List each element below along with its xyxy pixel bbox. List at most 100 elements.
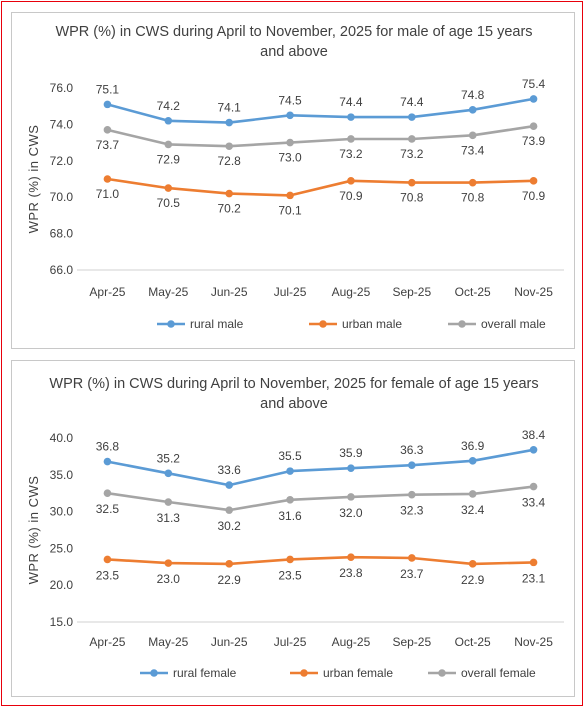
y-tick-label: 40.0 (50, 431, 74, 445)
data-label: 70.2 (218, 202, 242, 216)
data-point (164, 140, 173, 149)
data-label: 73.0 (278, 151, 302, 165)
y-tick-label: 68.0 (50, 227, 74, 241)
legend-entry: overall female (461, 666, 536, 680)
data-point (103, 457, 112, 466)
x-tick-label: May-25 (148, 285, 188, 299)
data-label: 74.2 (157, 99, 181, 113)
y-tick-label: 72.0 (50, 154, 74, 168)
chart-title-line: WPR (%) in CWS during April to November,… (49, 376, 538, 392)
x-tick-label: Aug-25 (332, 635, 371, 649)
data-point (408, 554, 416, 562)
data-point (286, 111, 294, 120)
data-point (529, 558, 538, 567)
data-point (529, 445, 538, 454)
data-point (164, 116, 173, 125)
data-label: 73.7 (96, 138, 120, 152)
data-label: 73.2 (400, 147, 424, 161)
data-label: 23.5 (96, 568, 120, 582)
data-label: 70.8 (400, 191, 424, 205)
data-label: 74.1 (218, 101, 242, 115)
data-label: 36.9 (461, 439, 485, 453)
x-tick-label: Aug-25 (332, 285, 371, 299)
data-point (347, 553, 355, 562)
data-point (286, 138, 294, 147)
data-point (408, 113, 416, 121)
legend-marker (167, 320, 175, 328)
data-point (468, 178, 477, 187)
legend-entry: rural male (190, 317, 244, 331)
data-point (529, 177, 538, 185)
data-label: 23.8 (339, 566, 363, 580)
data-point (164, 469, 173, 478)
data-label: 31.3 (157, 511, 181, 525)
series-line-overall-male (106, 124, 535, 148)
data-point (103, 489, 112, 497)
data-label: 31.6 (278, 509, 302, 523)
x-tick-label: Jun-25 (211, 285, 248, 299)
data-label: 32.0 (339, 506, 363, 520)
data-label: 74.8 (461, 88, 485, 102)
data-point (529, 482, 538, 491)
data-point (468, 131, 477, 140)
data-label: 70.9 (522, 189, 546, 203)
data-point (408, 461, 416, 470)
data-label: 33.6 (218, 463, 242, 477)
data-point (468, 560, 477, 568)
series-line-rural-male (106, 97, 535, 124)
data-point (103, 175, 112, 183)
y-axis-title: WPR (%) in CWS (26, 476, 41, 585)
data-label: 70.9 (339, 189, 363, 203)
y-tick-label: 70.0 (50, 190, 74, 204)
data-point (408, 490, 416, 499)
male-wpr-chart-panel: WPR (%) in CWS during April to November,… (11, 12, 575, 349)
data-label: 74.4 (339, 95, 363, 109)
data-point (286, 467, 294, 475)
data-label: 23.1 (522, 571, 546, 585)
data-label: 23.5 (278, 568, 302, 582)
data-label: 73.9 (522, 134, 546, 148)
y-axis-title: WPR (%) in CWS (26, 125, 41, 234)
data-point (408, 135, 416, 143)
data-point (164, 559, 173, 567)
data-point (347, 135, 355, 143)
legend-marker (458, 320, 466, 328)
data-label: 23.0 (157, 572, 181, 586)
y-tick-label: 15.0 (50, 615, 74, 629)
data-point (468, 457, 477, 465)
data-label: 71.0 (96, 187, 120, 201)
x-tick-label: Apr-25 (89, 635, 125, 649)
data-point (286, 191, 294, 200)
data-label: 75.4 (522, 77, 546, 91)
data-point (164, 184, 173, 192)
legend-marker (300, 669, 308, 677)
data-label: 32.4 (461, 503, 485, 517)
data-point (225, 189, 233, 198)
x-tick-label: Nov-25 (514, 635, 553, 649)
y-tick-label: 30.0 (50, 505, 74, 519)
series-line-overall-female (106, 485, 535, 512)
data-point (225, 142, 233, 151)
data-label: 35.5 (278, 449, 302, 463)
data-point (225, 560, 233, 568)
series-line-urban-male (106, 177, 535, 197)
legend-entry: rural female (173, 666, 237, 680)
data-point (529, 122, 538, 131)
chart-title-line: and above (260, 44, 328, 60)
data-point (347, 464, 355, 472)
data-point (103, 100, 112, 109)
female-wpr-chart: WPR (%) in CWS during April to November,… (26, 376, 564, 680)
data-label: 72.9 (157, 152, 181, 166)
legend-marker (438, 669, 446, 677)
x-tick-label: May-25 (148, 635, 188, 649)
female-wpr-chart-panel: WPR (%) in CWS during April to November,… (11, 360, 575, 697)
data-label: 22.9 (461, 573, 485, 587)
data-label: 32.3 (400, 504, 424, 518)
data-point (164, 498, 173, 506)
x-tick-label: Jun-25 (211, 635, 248, 649)
data-label: 35.9 (339, 446, 363, 460)
data-point (347, 493, 355, 501)
legend-entry: urban female (323, 666, 393, 680)
data-label: 38.4 (522, 428, 546, 442)
